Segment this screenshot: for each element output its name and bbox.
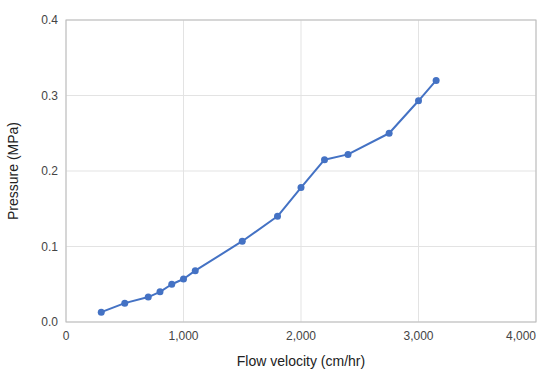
point	[157, 288, 164, 295]
series	[98, 77, 440, 316]
point	[145, 294, 152, 301]
tick-label: 0	[63, 329, 70, 343]
grid	[66, 20, 536, 322]
tick-label: 0.3	[41, 89, 58, 103]
point	[345, 151, 352, 158]
point	[415, 97, 422, 104]
tick-label: 0.4	[41, 13, 58, 27]
point	[274, 213, 281, 220]
point	[433, 77, 440, 84]
y-axis-label: Pressure (MPa)	[5, 122, 21, 220]
tick-label: 2,000	[286, 329, 316, 343]
plot-frame	[66, 20, 536, 322]
point	[192, 267, 199, 274]
tick-label: 1,000	[168, 329, 198, 343]
point	[121, 300, 128, 307]
chart: 0.0 0.1 0.2 0.3 0.4 0 1,000 2,000 3,000 4,000 Flow…	[0, 0, 560, 380]
line	[101, 80, 436, 312]
point	[180, 275, 187, 282]
grid-line	[418, 20, 419, 322]
axes: 0.0 0.1 0.2 0.3 0.4 0 1,000 2,000 3,000 4,000	[41, 13, 536, 343]
tick-label: 4,000	[506, 329, 536, 343]
tick-label: 3,000	[403, 329, 433, 343]
grid-line	[301, 20, 302, 322]
point	[386, 130, 393, 137]
x-axis-label: Flow velocity (cm/hr)	[237, 353, 365, 369]
point	[321, 156, 328, 163]
tick-label: 0.1	[41, 240, 58, 254]
point	[98, 309, 105, 316]
point	[168, 281, 175, 288]
tick-label: 0.2	[41, 164, 58, 178]
point	[239, 238, 246, 245]
point	[298, 184, 305, 191]
tick-label: 0.0	[41, 315, 58, 329]
